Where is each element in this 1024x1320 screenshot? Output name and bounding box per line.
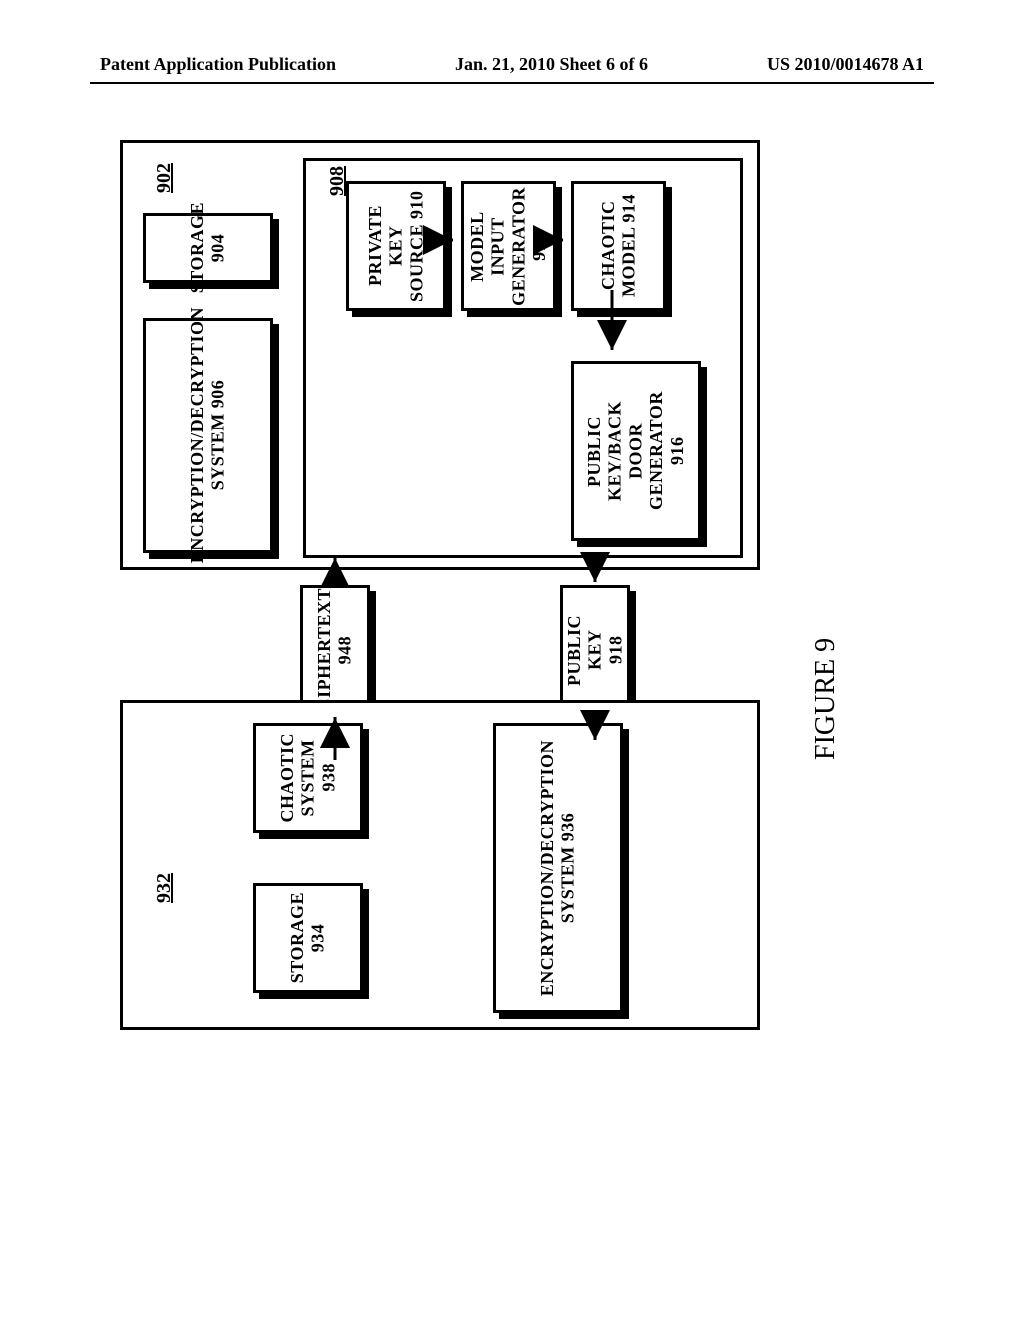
box-public-key-918: PUBLIC KEY 918 xyxy=(560,585,630,715)
box-storage-904: STORAGE 904 xyxy=(143,213,273,283)
subsystem-908: 908 PRIVATE KEY SOURCE 910 MODEL INPUT G… xyxy=(303,158,743,558)
label-encdec-906: ENCRYPTION/DECRYPTION SYSTEM 906 xyxy=(187,307,228,563)
box-pubkey-gen-916: PUBLIC KEY/BACK DOOR GENERATOR 916 xyxy=(571,361,701,541)
label-public-key-918: PUBLIC KEY 918 xyxy=(564,592,626,708)
box-model-input-912: MODEL INPUT GENERATOR 912 xyxy=(461,181,556,311)
figure-label: FIGURE 9 xyxy=(810,638,842,760)
ref-932: 932 xyxy=(153,873,175,903)
label-ciphertext-948: CIPHERTEXT 948 xyxy=(314,588,355,711)
ref-902: 902 xyxy=(153,163,175,193)
label-chaotic-system-938: CHAOTIC SYSTEM 938 xyxy=(277,733,339,823)
label-storage-904: STORAGE 904 xyxy=(187,202,228,293)
label-encdec-936: ENCRYPTION/DECRYPTION SYSTEM 936 xyxy=(537,740,578,996)
label-chaotic-model-914: CHAOTIC MODEL 914 xyxy=(598,194,639,297)
system-902: 902 STORAGE 904 ENCRYPTION/DECRYPTION SY… xyxy=(120,140,760,570)
header-rule xyxy=(90,82,934,84)
label-model-input-912: MODEL INPUT GENERATOR 912 xyxy=(467,187,550,306)
system-932: 932 ENCRYPTION/DECRYPTION SYSTEM 936 CHA… xyxy=(120,700,760,1030)
box-storage-934: STORAGE 934 xyxy=(253,883,363,993)
page: Patent Application Publication Jan. 21, … xyxy=(0,0,1024,1320)
page-header: Patent Application Publication Jan. 21, … xyxy=(0,54,1024,75)
box-chaotic-system-938: CHAOTIC SYSTEM 938 xyxy=(253,723,363,833)
label-storage-934: STORAGE 934 xyxy=(287,892,328,983)
box-chaotic-model-914: CHAOTIC MODEL 914 xyxy=(571,181,666,311)
box-private-key-910: PRIVATE KEY SOURCE 910 xyxy=(346,181,446,311)
diagram: 902 STORAGE 904 ENCRYPTION/DECRYPTION SY… xyxy=(120,140,760,1060)
box-encdec-906: ENCRYPTION/DECRYPTION SYSTEM 906 xyxy=(143,318,273,553)
header-right: US 2010/0014678 A1 xyxy=(767,54,924,75)
header-center: Jan. 21, 2010 Sheet 6 of 6 xyxy=(455,54,648,75)
label-private-key-910: PRIVATE KEY SOURCE 910 xyxy=(365,188,427,304)
label-pubkey-gen-916: PUBLIC KEY/BACK DOOR GENERATOR 916 xyxy=(584,368,687,534)
box-encdec-936: ENCRYPTION/DECRYPTION SYSTEM 936 xyxy=(493,723,623,1013)
box-ciphertext-948: CIPHERTEXT 948 xyxy=(300,585,370,715)
header-left: Patent Application Publication xyxy=(100,54,336,75)
ref-908: 908 xyxy=(326,166,348,196)
